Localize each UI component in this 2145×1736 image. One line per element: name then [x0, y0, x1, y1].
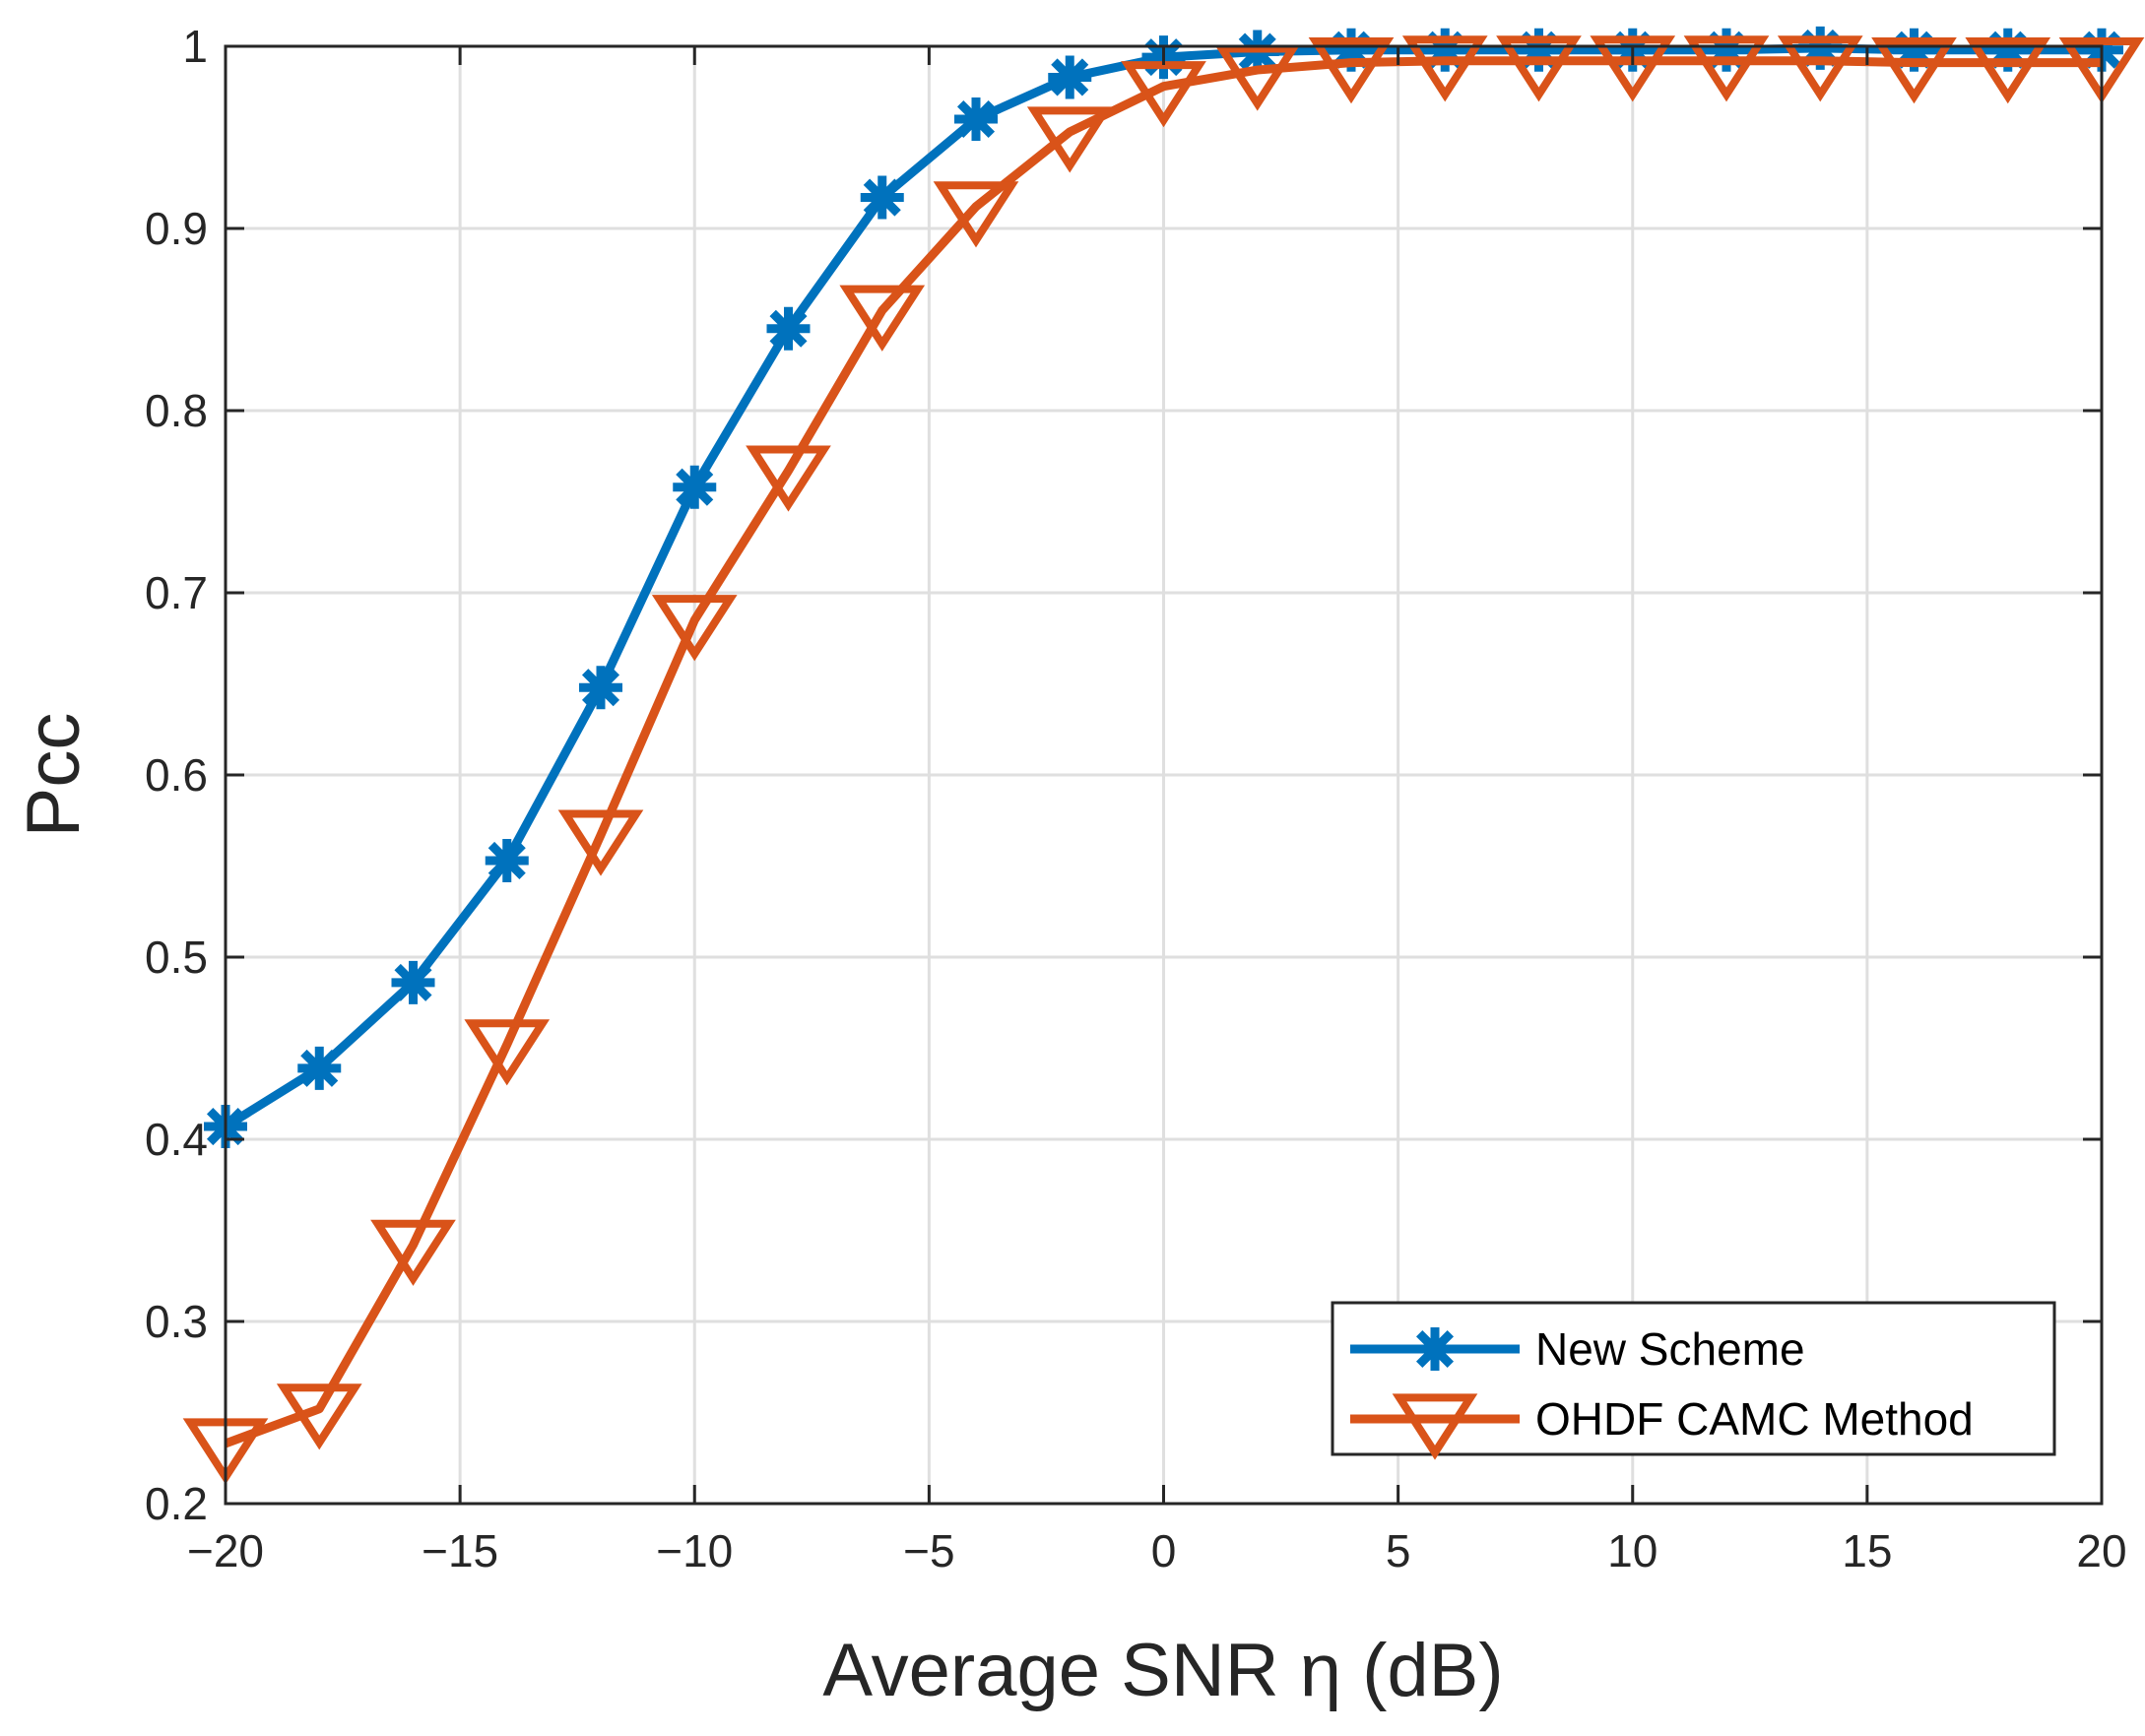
data-point-marker [370, 1219, 456, 1286]
y-tick-label: 0.8 [145, 385, 208, 436]
data-point-marker [1965, 37, 2051, 104]
y-tick-label: 0.2 [145, 1478, 208, 1529]
data-point-marker [297, 1046, 342, 1090]
y-tick-label: 0.5 [145, 932, 208, 983]
x-tick-label: 0 [1151, 1525, 1177, 1576]
x-axis-label: Average SNR η (dB) [822, 1629, 1503, 1712]
data-point-marker [1892, 28, 1936, 72]
data-point-marker [1705, 28, 1748, 72]
data-point-marker [1517, 28, 1561, 72]
data-point-marker [2058, 37, 2145, 104]
x-tick-label: −15 [422, 1525, 498, 1576]
y-tick-label: 0.3 [145, 1296, 208, 1347]
legend-marker [1413, 1327, 1457, 1371]
legend-entry: OHDF CAMC Method [1350, 1393, 1974, 1460]
y-tick-label: 0.7 [145, 567, 208, 618]
x-tick-label: 5 [1386, 1525, 1411, 1576]
x-tick-label: −5 [903, 1525, 954, 1576]
data-point-marker [1048, 55, 1092, 99]
grid [224, 44, 2104, 1506]
legend-marker [1392, 1393, 1478, 1460]
data-point-marker [766, 306, 811, 351]
y-tick-label: 1 [182, 21, 208, 72]
data-point-marker [391, 960, 435, 1004]
data-point-marker [485, 838, 529, 882]
legend-label: OHDF CAMC Method [1535, 1393, 1974, 1445]
ticks [224, 44, 2104, 1506]
data-point-marker [1214, 44, 1301, 111]
data-point-marker [651, 595, 738, 662]
x-tick-label: 15 [1842, 1525, 1892, 1576]
data-point-marker [1871, 37, 1957, 104]
data-point-marker [557, 809, 644, 876]
y-axis-label: Pcc [12, 713, 96, 838]
y-tick-label: 0.9 [145, 203, 208, 254]
data-point-marker [1798, 26, 1843, 70]
data-point-marker [464, 1019, 551, 1086]
data-point-marker [1985, 28, 2030, 72]
data-point-marker [954, 97, 998, 141]
data-point-marker [1308, 37, 1395, 104]
data-point-marker [673, 465, 717, 509]
data-point-marker [1496, 35, 1582, 102]
legend-entry: New Scheme [1350, 1323, 1805, 1375]
tick-labels: −20 −15 −10 −5 0 5 10 15 20 0.2 0.3 0.4 0.5 0.6 0.7 0.8… [145, 21, 2127, 1576]
data-point-marker [276, 1383, 362, 1450]
data-point-marker [1423, 28, 1467, 72]
data-point-marker [1590, 35, 1676, 102]
legend: New Scheme OHDF CAMC Method [1331, 1301, 2056, 1460]
x-tick-label: 10 [1607, 1525, 1658, 1576]
data-point-marker [1026, 106, 1113, 173]
legend-label: New Scheme [1535, 1323, 1805, 1375]
x-tick-label: −10 [656, 1525, 733, 1576]
x-tick-label: 20 [2076, 1525, 2126, 1576]
data-point-marker [839, 285, 926, 352]
series-line [224, 56, 2102, 1448]
data-point-marker [746, 445, 831, 512]
y-tick-label: 0.4 [145, 1114, 208, 1165]
data-point-marker [933, 181, 1019, 248]
series-ohdf-camc-method [182, 35, 2145, 1485]
x-tick-label: −20 [187, 1525, 264, 1576]
data-point-marker [1401, 35, 1488, 102]
data-point-marker [1121, 61, 1206, 128]
data-point-marker [579, 666, 622, 710]
data-point-marker [1683, 35, 1770, 102]
data-point-marker [1330, 28, 1373, 72]
data-point-marker [1777, 35, 1863, 102]
y-tick-label: 0.6 [145, 749, 208, 801]
data-point-marker [860, 175, 904, 220]
